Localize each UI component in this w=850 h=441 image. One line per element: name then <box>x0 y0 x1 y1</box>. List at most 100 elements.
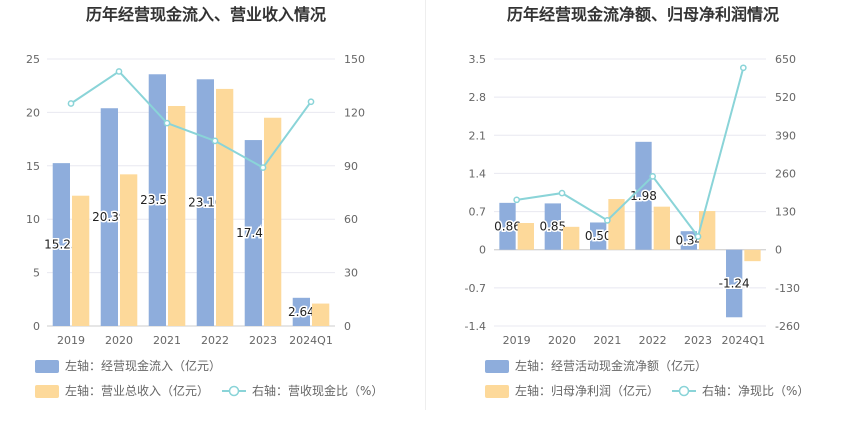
chart1-bar-secondary <box>216 88 234 327</box>
chart1-legend-swatch <box>35 385 59 398</box>
chart1-category-label: 2019 <box>57 334 85 347</box>
chart2-right-tick: 650 <box>775 53 796 66</box>
chart1-category-label: 2022 <box>201 334 229 347</box>
chart2-legend-label: 右轴：净现比（%） <box>702 383 809 398</box>
chart2-line-point <box>558 189 566 197</box>
chart1-right-tick: 60 <box>344 213 358 226</box>
chart2-data-label: 1.98 <box>630 189 657 203</box>
chart1-bar-primary <box>52 163 70 326</box>
panel-divider <box>425 0 426 410</box>
chart2-bar-secondary <box>699 211 716 250</box>
chart2-bar-secondary <box>653 206 670 250</box>
chart1-legend-label: 左轴：经营现金流入（亿元） <box>65 358 221 373</box>
chart1-right-tick: 0 <box>344 320 351 333</box>
chart2-line-point <box>513 196 521 204</box>
chart1-bar-primary <box>196 79 214 327</box>
chart2-left-tick: -0.7 <box>465 282 486 295</box>
chart2-left-tick: 3.5 <box>469 53 487 66</box>
chart2-left-tick: 0 <box>479 244 486 257</box>
chart2-bar-primary <box>590 222 607 250</box>
chart2-bar-primary <box>544 203 561 250</box>
chart2-bar-primary <box>726 249 743 318</box>
chart1-right-tick: 30 <box>344 267 358 280</box>
chart2-legend-label: 左轴：归母净利润（亿元） <box>515 383 659 398</box>
chart1-line-series <box>70 70 312 169</box>
chart1-data-label: 23.57 <box>140 193 174 207</box>
chart1-title: 历年经营现金流入、营业收入情况 <box>86 5 326 24</box>
chart2-right-tick: 390 <box>775 129 796 142</box>
chart1-legend-label: 左轴：营业总收入（亿元） <box>65 383 209 398</box>
chart1-left-tick: 0 <box>33 320 40 333</box>
chart1-line-point <box>163 119 171 127</box>
chart2-line-series <box>516 67 745 239</box>
chart2-data-label: 0.50 <box>585 229 612 243</box>
chart1-left-tick: 20 <box>26 106 40 119</box>
chart2-bar-primary <box>635 141 652 250</box>
chart2-category-label: 2021 <box>593 334 621 347</box>
chart2-left-tick: 0.7 <box>469 206 487 219</box>
chart1-right-tick: 150 <box>344 53 365 66</box>
chart2-category-label: 2024Q1 <box>722 334 766 347</box>
chart1-data-label: 20.39 <box>92 210 126 224</box>
chart2-legend-swatch <box>485 385 509 398</box>
chart2-bar-primary <box>680 231 697 250</box>
chart1-left-tick: 5 <box>33 267 40 280</box>
chart1-left-tick: 25 <box>26 53 40 66</box>
chart2-right-tick: -260 <box>775 320 800 333</box>
chart1-bar-secondary <box>312 303 330 326</box>
chart2-category-label: 2023 <box>684 334 712 347</box>
chart1-bar-primary <box>148 74 166 326</box>
chart2-bar-secondary <box>517 223 534 250</box>
chart2-category-label: 2022 <box>639 334 667 347</box>
chart1-right-tick: 120 <box>344 106 365 119</box>
chart2-data-label: 0.85 <box>539 220 566 234</box>
chart1-legend-swatch <box>35 360 59 373</box>
chart1-data-label: 2.64 <box>288 305 315 319</box>
chart1-line-point <box>259 164 267 171</box>
chart1-bar-primary <box>292 297 310 326</box>
chart2-line-point <box>694 233 702 240</box>
chart2-right-tick: 0 <box>775 244 782 257</box>
chart2-title: 历年经营现金流净额、归母净利润情况 <box>507 5 779 24</box>
chart2-line-point <box>603 217 611 224</box>
chart2-right-tick: -130 <box>775 282 800 295</box>
chart1-line-point <box>211 137 219 145</box>
chart1-category-label: 2020 <box>105 334 133 347</box>
chart2-bar-primary <box>499 202 516 250</box>
chart2-left-tick: 1.4 <box>469 167 487 180</box>
chart2-legend-swatch <box>485 360 509 373</box>
chart2-category-label: 2019 <box>503 334 531 347</box>
chart1-bar-secondary <box>120 174 138 326</box>
chart2-line-point <box>649 173 657 180</box>
chart2-category-label: 2020 <box>548 334 576 347</box>
chart2-right-tick: 260 <box>775 167 796 180</box>
chart1-bar-primary <box>244 140 262 326</box>
chart2-legend-label: 左轴：经营活动现金流净额（亿元） <box>515 358 707 373</box>
chart1-left-tick: 15 <box>26 160 40 173</box>
chart1-data-label: 17.41 <box>236 226 270 240</box>
chart1-category-label: 2023 <box>249 334 277 347</box>
chart1-left-tick: 10 <box>26 213 40 226</box>
chart2-line-point <box>739 64 747 72</box>
chart2-right-tick: 520 <box>775 91 796 104</box>
chart2-data-label: -1.24 <box>719 276 750 290</box>
chart1-bar-secondary <box>168 105 186 326</box>
chart1-right-tick: 90 <box>344 160 358 173</box>
chart1-bar-secondary <box>264 117 282 327</box>
chart2-left-tick: -1.4 <box>465 320 486 333</box>
chart1-legend-label: 右轴：营收现金比（%） <box>252 383 383 398</box>
chart1-data-label: 23.10 <box>188 196 222 210</box>
chart2-bar-secondary <box>563 226 580 250</box>
chart2-left-tick: 2.8 <box>469 91 487 104</box>
chart2-left-tick: 2.1 <box>469 129 487 142</box>
chart2-data-label: 0.86 <box>494 219 521 233</box>
chart2-bar-secondary <box>608 199 625 250</box>
chart1-bar-primary <box>100 108 118 326</box>
chart2-right-tick: 130 <box>775 206 796 219</box>
chart1-data-label: 15.25 <box>44 238 78 252</box>
chart1-line-point <box>67 100 75 107</box>
chart1-line-point <box>307 98 315 106</box>
chart1-line-point <box>115 68 123 75</box>
